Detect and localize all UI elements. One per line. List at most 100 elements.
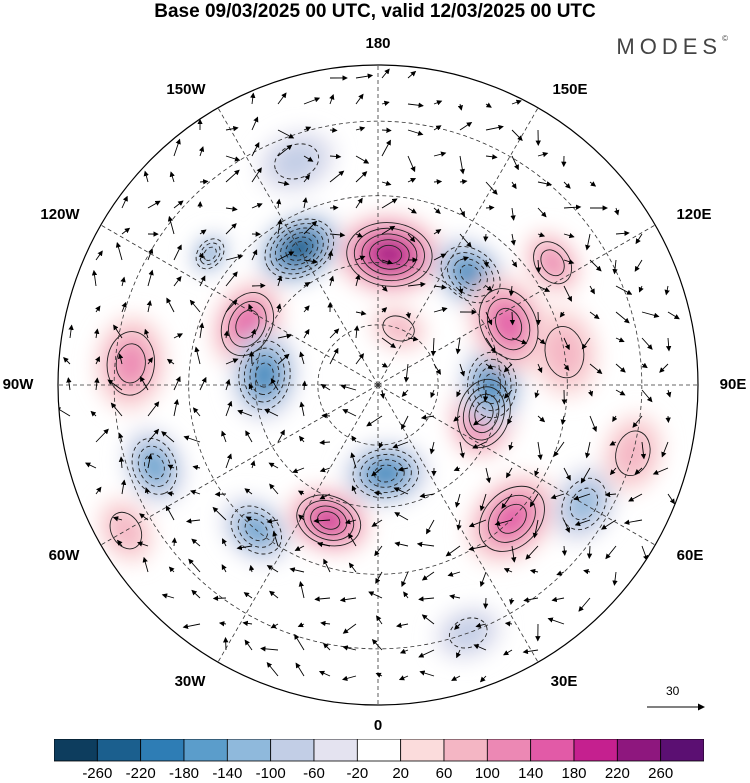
wind-vector — [483, 259, 490, 268]
wind-vector — [381, 127, 392, 133]
colorbar-tick-label: 100 — [474, 765, 500, 782]
wind-vector — [376, 615, 383, 625]
wind-vector — [401, 415, 409, 430]
wind-vector — [146, 300, 152, 313]
wind-vector — [275, 198, 282, 209]
wind-vector — [303, 126, 312, 132]
wind-vector — [615, 337, 625, 343]
colorbar-swatch — [226, 739, 272, 762]
wind-vector — [511, 129, 523, 142]
contour-line — [366, 459, 405, 488]
anomaly-blob — [614, 428, 652, 478]
wind-vector — [641, 545, 649, 561]
wind-vector — [251, 116, 259, 131]
wind-vector — [245, 430, 253, 443]
colorbar-tick-label: 60 — [435, 765, 453, 782]
contour-line — [280, 232, 319, 266]
wind-vector — [192, 464, 201, 471]
wind-vector — [301, 380, 308, 391]
wind-vector — [225, 378, 231, 391]
wind-vector — [563, 519, 570, 534]
wind-vector — [269, 590, 279, 599]
wind-vector — [453, 415, 461, 422]
wind-vector — [640, 441, 647, 460]
wind-vector — [137, 541, 149, 547]
wind-vector — [221, 430, 227, 443]
colorbar-swatch — [313, 739, 358, 762]
wind-vector — [245, 516, 253, 522]
wind-vector — [118, 456, 125, 469]
meridian-line — [377, 384, 539, 663]
wind-vector — [638, 285, 644, 293]
wind-vector — [166, 358, 175, 365]
wind-vector — [407, 281, 426, 288]
wind-vector — [403, 591, 409, 599]
wind-vectors — [58, 68, 680, 683]
wind-vector — [199, 376, 207, 391]
wind-vector — [327, 250, 334, 261]
wind-vector — [351, 435, 357, 443]
colorbar-tick-label: -20 — [346, 765, 369, 782]
contour-line — [440, 246, 501, 304]
wind-vector — [475, 622, 487, 628]
wind-vector — [299, 401, 305, 417]
wind-vector — [266, 662, 279, 677]
wind-vector — [600, 519, 617, 530]
wind-vector — [161, 593, 175, 599]
map-title: Base 09/03/2025 00 UTC, valid 12/03/2025… — [154, 1, 596, 22]
contour-line — [237, 512, 275, 548]
wind-vector — [340, 384, 357, 391]
wind-vector — [561, 545, 568, 556]
colorbar-swatch — [573, 739, 618, 762]
wind-vector — [508, 441, 514, 451]
wind-vector — [248, 303, 254, 313]
wind-vector — [665, 337, 672, 352]
wind-vector — [329, 94, 335, 105]
contour-line — [478, 288, 539, 361]
contour-line — [199, 242, 221, 266]
contour-line — [462, 386, 506, 441]
wind-vector — [147, 200, 161, 209]
wind-vector — [589, 285, 595, 295]
wind-vector — [479, 571, 487, 587]
wind-vector — [609, 440, 617, 446]
wind-vector — [118, 353, 124, 365]
contour-line — [238, 340, 291, 410]
wind-vector — [485, 285, 493, 292]
latitude-circle — [317, 324, 439, 446]
wind-vector — [433, 179, 443, 185]
wind-vector — [269, 483, 279, 495]
wind-vector — [342, 623, 357, 634]
wind-vector — [348, 562, 357, 573]
anomaly-blob — [459, 263, 482, 286]
colorbar-tick-label: 140 — [518, 765, 544, 782]
wind-vector — [537, 181, 553, 187]
wind-vector — [171, 537, 177, 547]
wind-vector — [251, 249, 258, 261]
wind-vector — [121, 301, 127, 313]
wind-vector — [329, 232, 346, 238]
contour-line — [255, 362, 274, 388]
meridian-line — [377, 384, 656, 546]
wind-vector — [468, 519, 487, 528]
wind-vector — [212, 506, 227, 521]
wind-vector — [537, 207, 547, 218]
anomaly-blob — [272, 142, 321, 181]
wind-vector — [393, 487, 409, 495]
wind-vector — [66, 377, 72, 391]
wind-vector — [244, 488, 253, 495]
wind-vector — [251, 167, 262, 183]
wind-vector — [407, 207, 417, 214]
wind-vector — [342, 409, 357, 417]
colorbar-swatch — [140, 739, 185, 762]
contour-line — [274, 227, 324, 270]
wind-vector — [559, 311, 566, 318]
wind-vector — [641, 337, 653, 350]
wind-vector — [237, 409, 253, 417]
wind-vector — [459, 441, 465, 459]
wind-vector — [139, 376, 149, 391]
wind-vector — [381, 285, 388, 292]
colorbar-tick-label: -140 — [212, 765, 243, 782]
wind-vector — [161, 431, 175, 443]
longitude-label: 150W — [166, 81, 206, 98]
